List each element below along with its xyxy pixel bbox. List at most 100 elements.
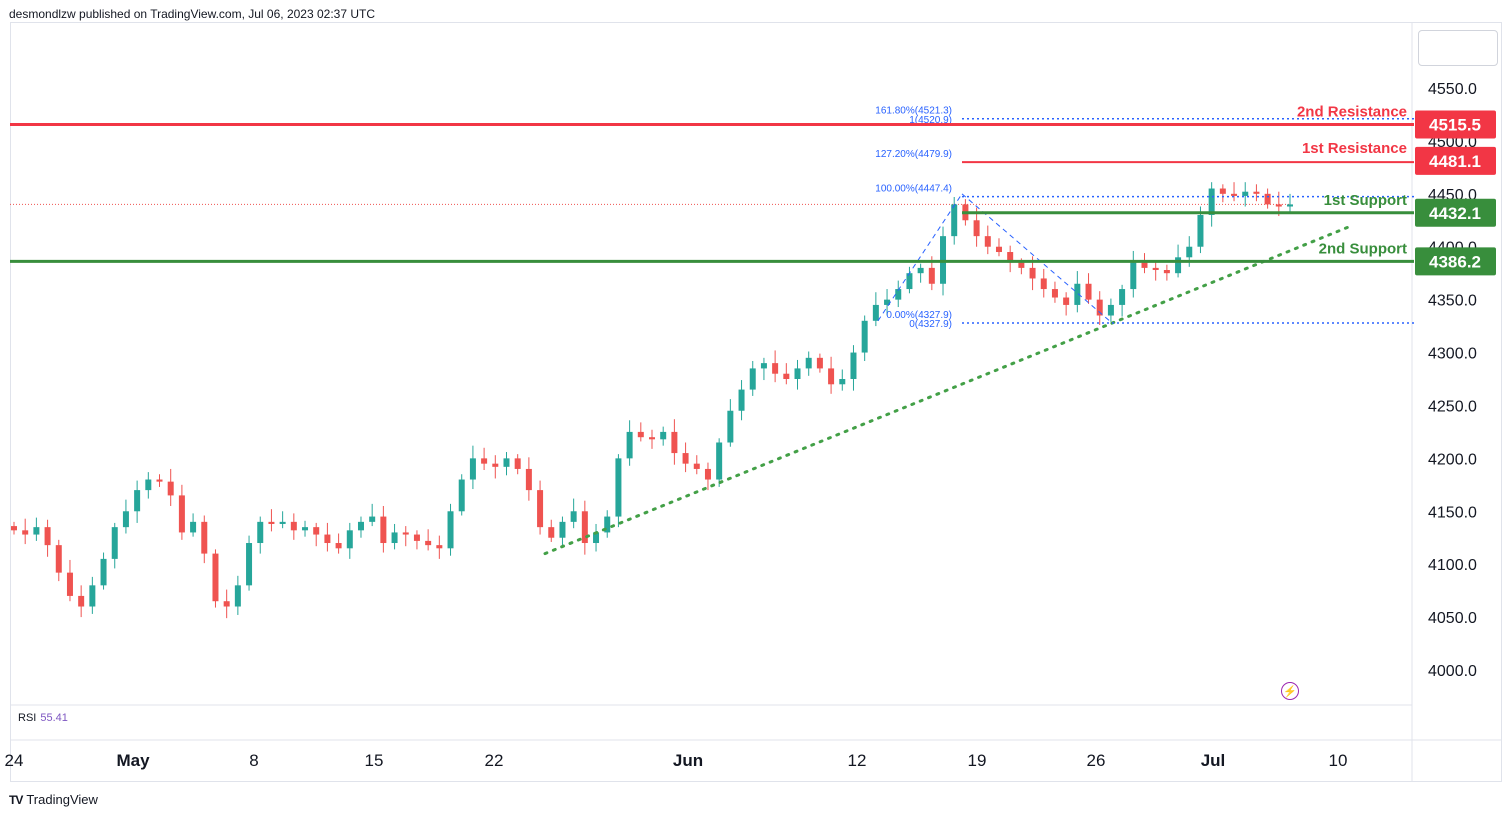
candle-body (839, 379, 846, 385)
x-tick-label: Jun (673, 751, 703, 770)
candle-body (178, 495, 185, 533)
candle-body (234, 585, 241, 607)
candle-body (895, 289, 902, 300)
price-scale-box[interactable] (1418, 30, 1498, 66)
chart-frame[interactable] (10, 22, 1502, 782)
candle-body (492, 463, 499, 467)
candle-body (850, 352, 857, 379)
candle-body (246, 543, 253, 586)
candle-body (783, 373, 790, 379)
candle-body (660, 431, 667, 440)
rsi-label: RSI (18, 712, 37, 724)
candle-body (1085, 283, 1092, 300)
candle-body (122, 511, 129, 528)
candle-body (1163, 270, 1170, 274)
candle-body (581, 511, 588, 544)
candle-body (1208, 188, 1215, 215)
candle-body (604, 516, 611, 533)
level-label: 1st Support (1324, 192, 1407, 209)
candle-body (1253, 191, 1260, 194)
candle-body (816, 357, 823, 369)
price-tag (1415, 110, 1496, 139)
x-tick-label: 8 (249, 751, 258, 770)
trend-line (543, 224, 1354, 556)
candle-body (458, 479, 465, 512)
price-tag (1415, 247, 1496, 276)
fib-label: 127.20%(4479.9) (875, 149, 952, 160)
candle-body (1186, 246, 1193, 258)
candle-body (313, 527, 320, 535)
candle-body (257, 521, 264, 544)
candle-body (995, 246, 1002, 253)
candle-body (1040, 278, 1047, 290)
candle-body (861, 320, 868, 353)
candle-body (1130, 262, 1137, 290)
candle-body (738, 389, 745, 411)
candle-body (302, 527, 309, 531)
candle-body (380, 516, 387, 544)
candle-body (749, 368, 756, 390)
candle-body (279, 521, 286, 524)
candle-body (1175, 257, 1182, 274)
candle-body (134, 490, 141, 512)
candle-body (1275, 204, 1282, 207)
y-tick-label: 4000.0 (1428, 663, 1477, 680)
candle-body (727, 410, 734, 443)
candle-body (425, 540, 432, 546)
candle-body (615, 458, 622, 517)
tradingview-logo: TV (9, 792, 23, 807)
candle-body (828, 368, 835, 385)
candle-body (772, 363, 779, 374)
candle-body (223, 601, 230, 607)
candle-body (290, 521, 297, 531)
candle-body (1231, 193, 1238, 196)
y-tick-label: 4150.0 (1428, 504, 1477, 521)
flash-icon[interactable]: ⚡ (1281, 682, 1299, 700)
candle-body (357, 521, 364, 531)
candle-body (1119, 289, 1126, 305)
publish-header: desmondlzw published on TradingView.com,… (9, 7, 375, 21)
candle-body (100, 558, 107, 586)
price-tag-label: 4386.2 (1429, 252, 1481, 271)
candle-body (324, 534, 331, 544)
candle-body (33, 527, 40, 535)
candle-body (928, 267, 935, 284)
candle-body (637, 431, 644, 438)
candle-body (1007, 252, 1014, 263)
price-tag-label: 4515.5 (1429, 116, 1481, 135)
candle-body (369, 516, 376, 522)
candle-body (335, 543, 342, 549)
y-tick-label: 4350.0 (1428, 293, 1477, 310)
candle-body (525, 468, 532, 491)
x-tick-label: 10 (1329, 751, 1348, 770)
candle-body (413, 534, 420, 541)
fib-label: 0(4327.9) (909, 319, 952, 330)
rsi-indicator[interactable]: RSI 55.41 (18, 712, 68, 724)
candle-body (212, 553, 219, 602)
candle-body (570, 511, 577, 522)
x-tick-label: 15 (365, 751, 384, 770)
level-label: 2nd Resistance (1297, 104, 1407, 121)
candle-body (649, 437, 655, 440)
candle-body (55, 545, 62, 573)
candle-body (884, 299, 891, 305)
candle-body (984, 236, 991, 247)
rsi-value: 55.41 (40, 712, 68, 724)
candle-body (760, 363, 767, 369)
candle-body (548, 527, 555, 538)
x-tick-label: 12 (848, 751, 867, 770)
x-tick-label: 26 (1087, 751, 1106, 770)
candle-body (1197, 214, 1204, 247)
price-tag-label: 4432.1 (1429, 204, 1481, 223)
price-tag-label: 4481.1 (1429, 152, 1481, 171)
candle-body (682, 453, 689, 464)
candle-body (268, 521, 275, 524)
candle-body (704, 468, 711, 480)
candle-body (436, 545, 443, 549)
fib-leg-up (877, 193, 963, 322)
candle-body (1018, 262, 1025, 268)
price-tag (1415, 146, 1496, 175)
candle-body (593, 532, 600, 544)
candle-body (1141, 262, 1148, 268)
